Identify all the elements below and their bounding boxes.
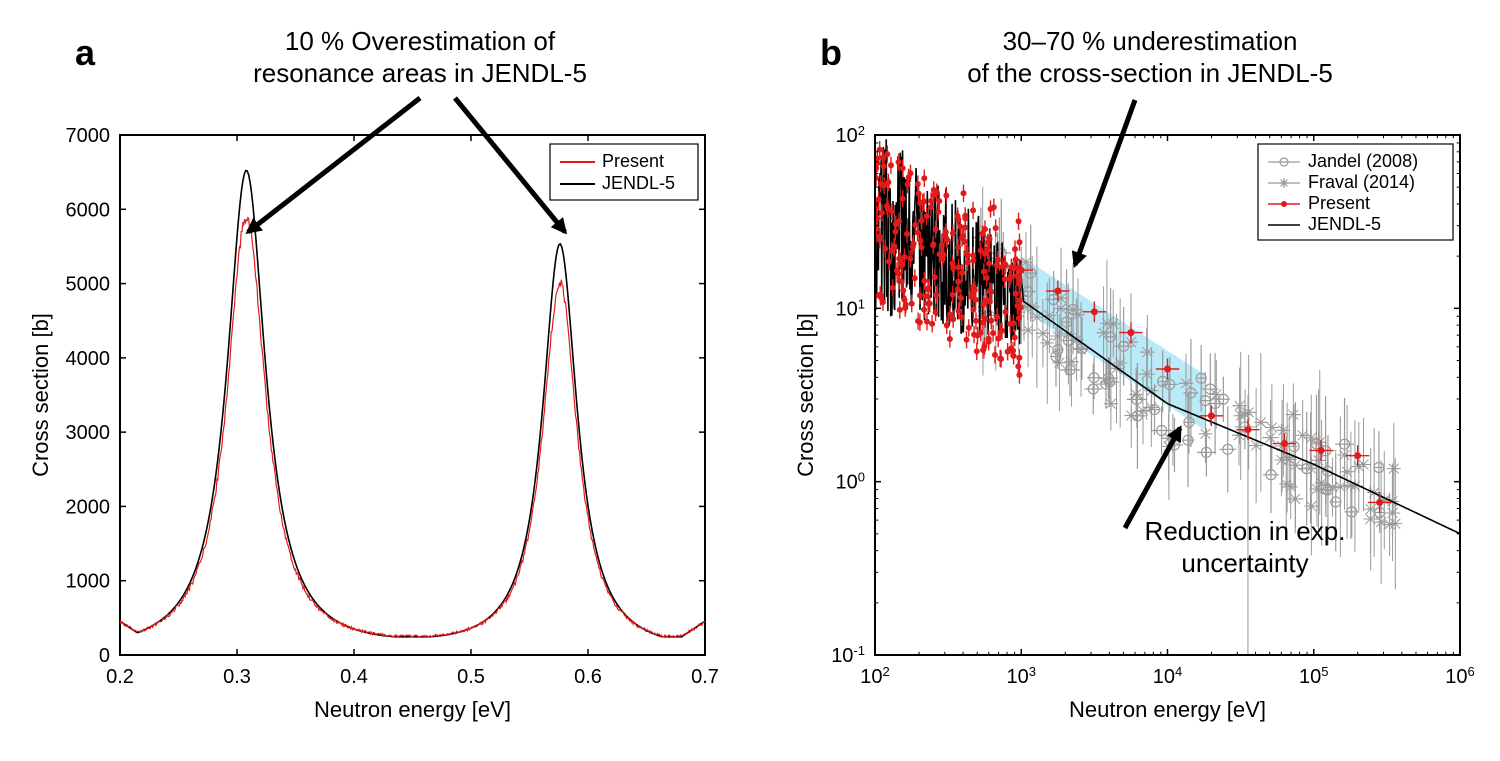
panel-a-xtick: 0.6 — [574, 666, 602, 688]
log-tick-label: 102 — [836, 123, 865, 148]
panel-a-xtick: 0.3 — [223, 666, 251, 688]
log-tick-label: 101 — [836, 296, 865, 321]
annotation-arrow — [248, 98, 420, 232]
panel-a-xtick: 0.4 — [340, 666, 368, 688]
panel-a-ytick: 2000 — [66, 496, 111, 518]
panel-a-xtick: 0.5 — [457, 666, 485, 688]
panel-a-xlabel: Neutron energy [eV] — [314, 697, 511, 722]
annotation-arrow — [455, 98, 565, 232]
log-tick-label: 106 — [1445, 664, 1474, 689]
panel-a-annotation-line1: 10 % Overestimation of — [285, 26, 556, 56]
panel-a-ytick: 1000 — [66, 571, 111, 593]
legend-label: JENDL-5 — [602, 173, 675, 193]
panel-a-series-jendl5 — [120, 171, 705, 637]
panel-b-annotation-bottom-line2: uncertainty — [1181, 548, 1308, 578]
panel-b-annotation-bottom-line1: Reduction in exp. — [1145, 516, 1346, 546]
log-tick-label: 103 — [1007, 664, 1036, 689]
log-tick-label: 10-1 — [831, 643, 865, 668]
annotation-arrow — [1125, 428, 1180, 528]
panel-a-ytick: 3000 — [66, 422, 111, 444]
panel-a-xtick: 0.2 — [106, 666, 134, 688]
panel-a-xtick: 0.7 — [691, 666, 719, 688]
panel-b-ylabel: Cross section [b] — [793, 313, 818, 477]
panel-a-ytick: 7000 — [66, 125, 111, 147]
panel-a-ytick: 4000 — [66, 348, 111, 370]
panel-a-annotation-line2: resonance areas in JENDL-5 — [253, 58, 587, 88]
panel-a-ytick: 0 — [99, 645, 110, 667]
panel-a-series-present — [120, 218, 705, 637]
panel-a-plot — [120, 171, 705, 637]
panel-a-ytick: 6000 — [66, 199, 111, 221]
legend-label: Jandel (2008) — [1308, 151, 1418, 171]
panel-b-letter: b — [820, 32, 842, 73]
legend-label: Present — [602, 151, 664, 171]
annotation-arrow — [1075, 100, 1135, 265]
panel-a-ytick: 5000 — [66, 274, 111, 296]
figure-svg: a 0.2 0.3 0.4 0.5 0.6 0.7 0 1000 2000 3000 4000 5000… — [0, 0, 1500, 761]
panel-a-ylabel: Cross section [b] — [28, 313, 53, 477]
panel-b-xlabel: Neutron energy [eV] — [1069, 697, 1266, 722]
log-tick-label: 100 — [836, 469, 865, 494]
log-tick-label: 104 — [1153, 664, 1182, 689]
panel-b-annotation-top-line2: of the cross-section in JENDL-5 — [967, 58, 1333, 88]
log-tick-label: 105 — [1299, 664, 1328, 689]
panel-b-annotation-top-line1: 30–70 % underestimation — [1003, 26, 1298, 56]
log-tick-label: 102 — [860, 664, 889, 689]
legend-label: Present — [1308, 193, 1370, 213]
legend-label: Fraval (2014) — [1308, 172, 1415, 192]
figure-root: a 0.2 0.3 0.4 0.5 0.6 0.7 0 1000 2000 3000 4000 5000… — [0, 0, 1500, 761]
panel-a-letter: a — [75, 32, 96, 73]
panel-a-frame — [120, 135, 705, 655]
legend-label: JENDL-5 — [1308, 214, 1381, 234]
